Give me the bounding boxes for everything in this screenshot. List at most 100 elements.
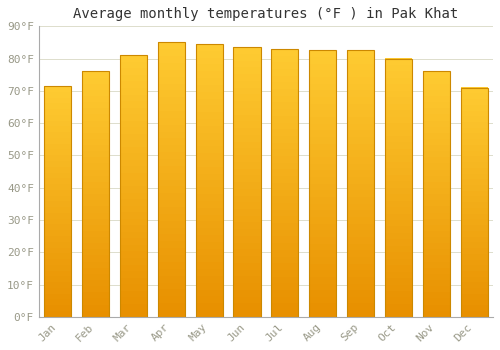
Bar	[234, 216, 260, 223]
Bar	[234, 88, 260, 94]
Bar	[158, 310, 185, 317]
Bar	[158, 159, 185, 166]
Bar	[309, 84, 336, 90]
Bar	[120, 284, 147, 290]
Bar	[347, 144, 374, 150]
Bar	[44, 155, 72, 161]
Bar	[234, 249, 260, 256]
Bar	[422, 218, 450, 225]
Bar	[234, 182, 260, 189]
Bar	[120, 264, 147, 271]
Bar	[158, 111, 185, 118]
Bar	[422, 261, 450, 268]
Bar	[271, 96, 298, 103]
Bar	[422, 176, 450, 182]
Bar	[422, 274, 450, 280]
Bar	[82, 157, 109, 163]
Title: Average monthly temperatures (°F ) in Pak Khat: Average monthly temperatures (°F ) in Pa…	[74, 7, 458, 21]
Bar	[422, 304, 450, 311]
Bar	[309, 223, 336, 230]
Bar	[347, 270, 374, 277]
Bar	[385, 246, 412, 252]
Bar	[422, 194, 450, 200]
Bar	[44, 241, 72, 247]
Bar	[422, 126, 450, 133]
Bar	[82, 280, 109, 286]
Bar	[422, 90, 450, 96]
Bar	[82, 261, 109, 268]
Bar	[271, 176, 298, 183]
Bar	[385, 201, 412, 207]
Bar	[460, 191, 488, 196]
Bar	[347, 297, 374, 303]
Bar	[234, 189, 260, 196]
Bar	[422, 182, 450, 188]
Bar	[120, 160, 147, 167]
Bar	[347, 57, 374, 64]
Bar	[385, 214, 412, 220]
Bar	[158, 42, 185, 49]
Bar	[196, 44, 223, 317]
Bar	[120, 55, 147, 62]
Bar	[460, 282, 488, 288]
Bar	[271, 102, 298, 109]
Bar	[44, 236, 72, 242]
Bar	[347, 250, 374, 257]
Bar	[422, 133, 450, 139]
Bar	[460, 139, 488, 145]
Bar	[309, 144, 336, 150]
Bar	[422, 280, 450, 286]
Bar	[120, 88, 147, 94]
Bar	[460, 214, 488, 219]
Bar	[120, 120, 147, 127]
Bar	[82, 139, 109, 145]
Bar	[44, 201, 72, 207]
Bar	[234, 61, 260, 68]
Bar	[422, 145, 450, 151]
Bar	[271, 156, 298, 163]
Bar	[271, 76, 298, 82]
Bar	[196, 146, 223, 153]
Bar	[347, 303, 374, 310]
Bar	[82, 212, 109, 219]
Bar	[271, 216, 298, 223]
Bar	[309, 310, 336, 317]
Bar	[234, 195, 260, 202]
Bar	[309, 110, 336, 117]
Bar	[422, 108, 450, 114]
Bar	[234, 243, 260, 250]
Bar	[347, 183, 374, 190]
Bar	[385, 278, 412, 285]
Bar	[271, 256, 298, 263]
Bar	[120, 238, 147, 245]
Bar	[309, 163, 336, 170]
Bar	[120, 225, 147, 232]
Bar	[158, 282, 185, 289]
Bar	[460, 311, 488, 317]
Bar	[234, 128, 260, 135]
Bar	[82, 71, 109, 317]
Bar	[271, 49, 298, 317]
Bar	[196, 44, 223, 51]
Bar	[234, 101, 260, 108]
Bar	[196, 85, 223, 92]
Bar	[44, 218, 72, 224]
Bar	[82, 243, 109, 249]
Bar	[158, 289, 185, 296]
Bar	[120, 219, 147, 225]
Bar	[385, 58, 412, 317]
Bar	[460, 105, 488, 111]
Bar	[385, 162, 412, 168]
Bar	[196, 153, 223, 160]
Bar	[422, 188, 450, 194]
Bar	[82, 298, 109, 304]
Bar	[347, 264, 374, 270]
Bar	[120, 245, 147, 251]
Bar	[271, 62, 298, 69]
Bar	[120, 271, 147, 278]
Bar	[460, 265, 488, 271]
Bar	[158, 104, 185, 111]
Bar	[120, 303, 147, 310]
Bar	[44, 276, 72, 282]
Bar	[385, 272, 412, 278]
